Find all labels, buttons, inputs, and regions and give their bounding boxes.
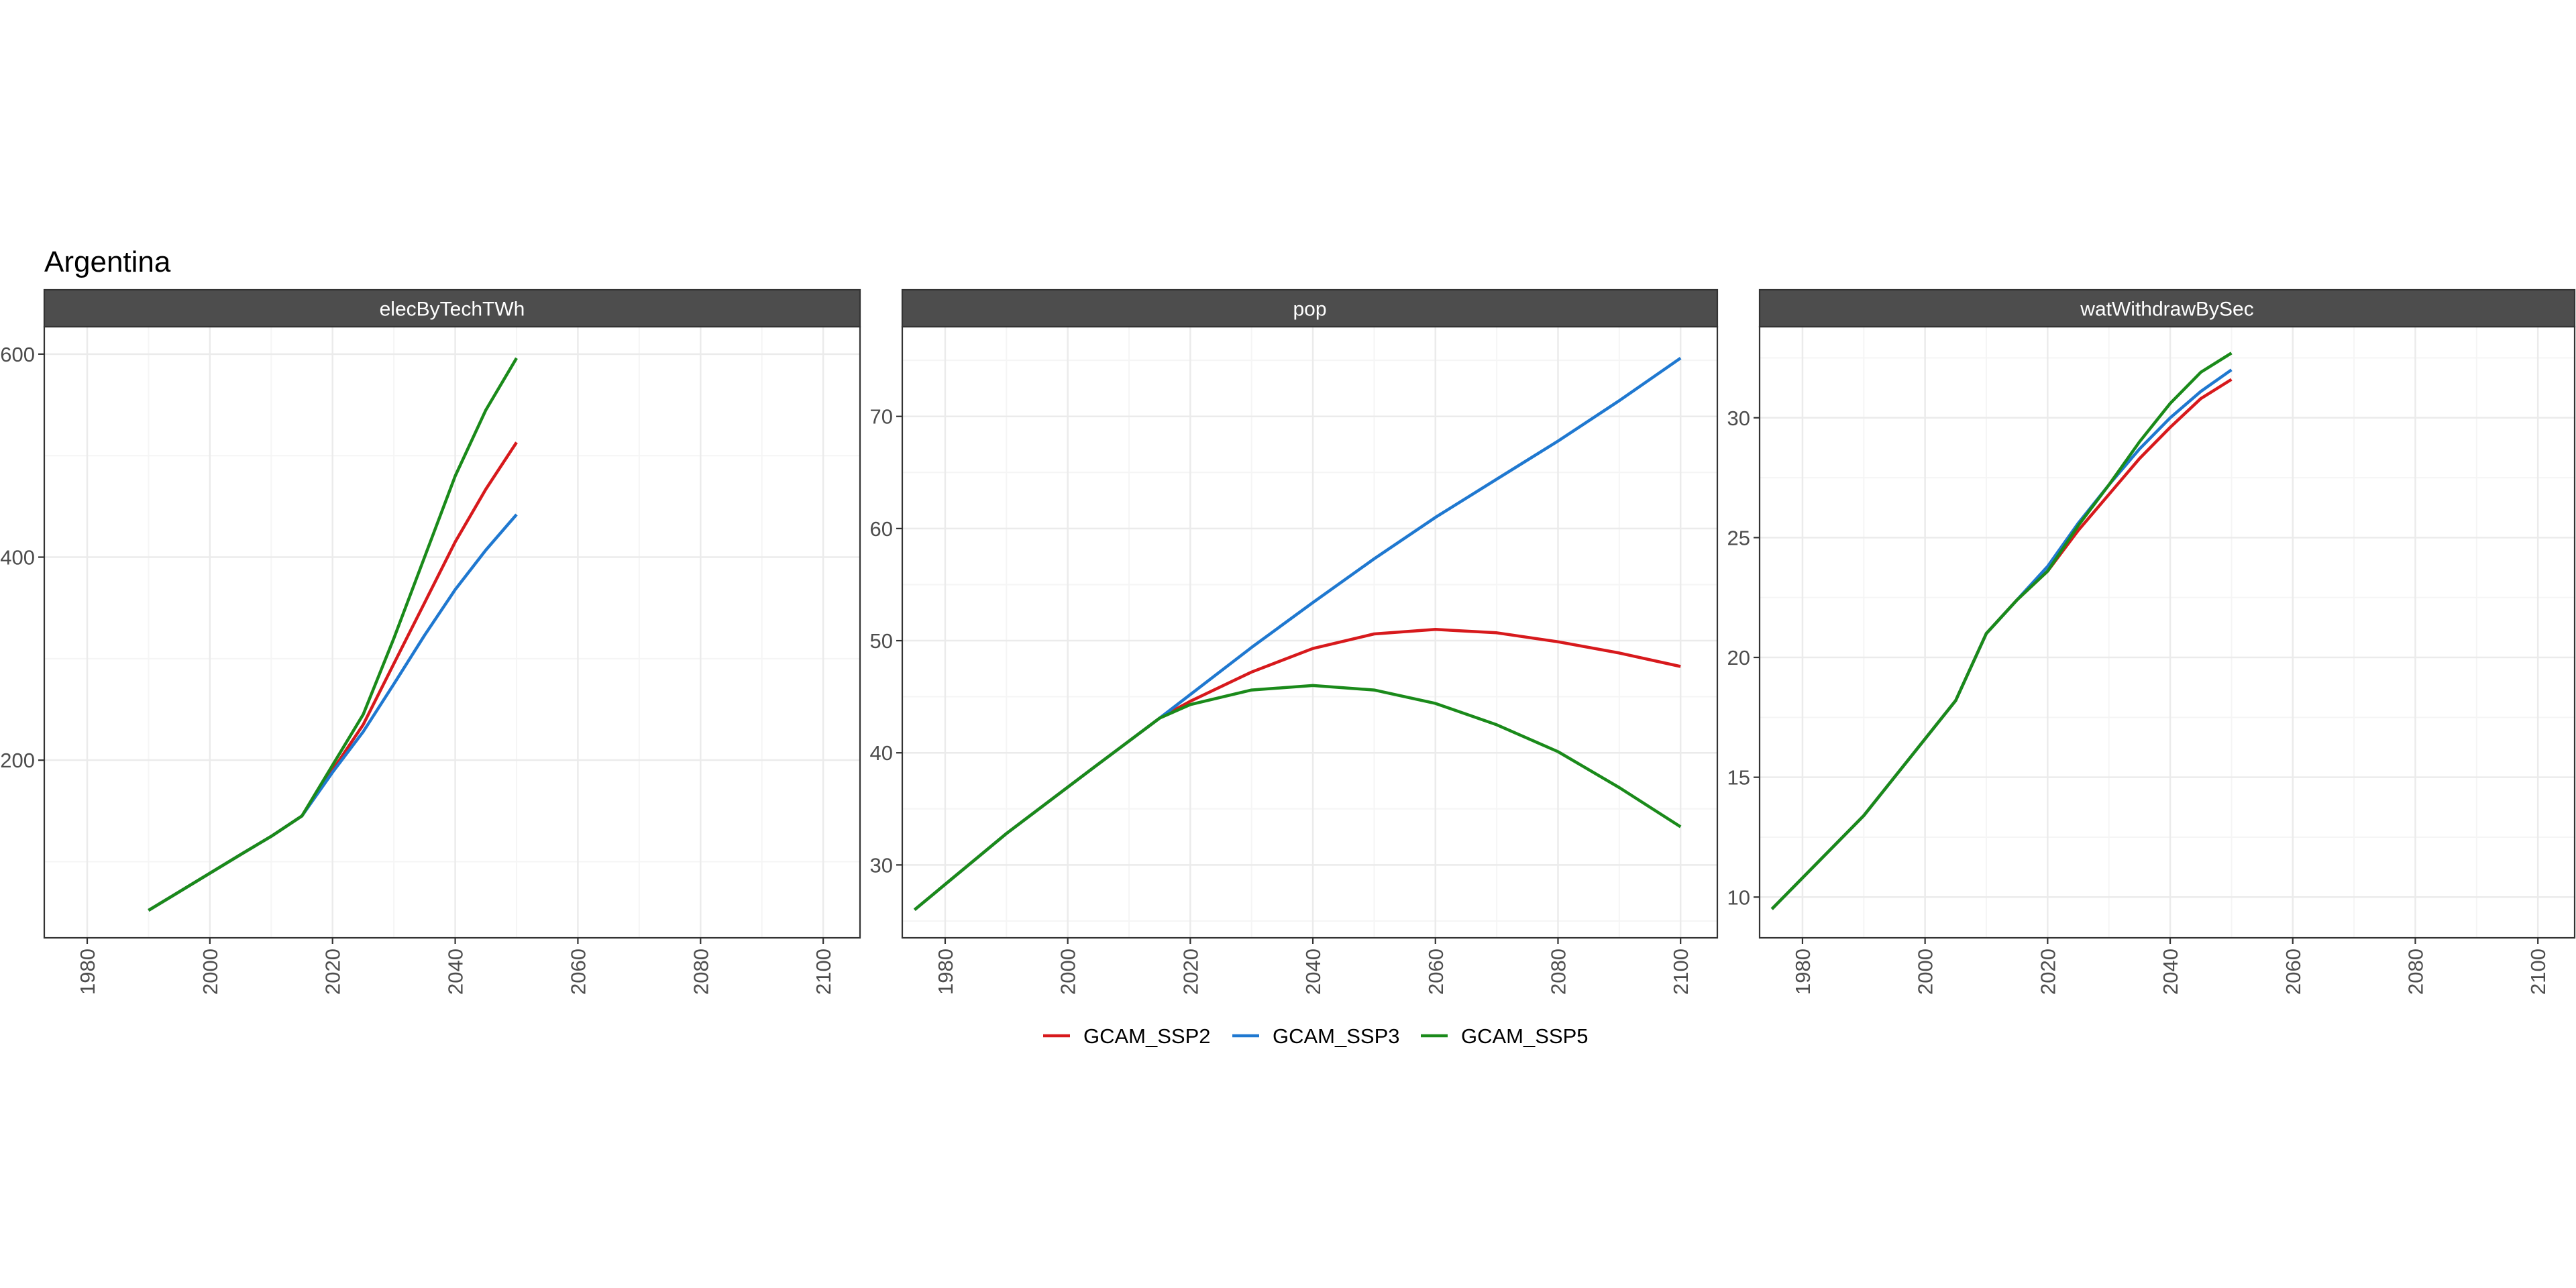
y-tick-label: 40: [870, 741, 893, 765]
panel-watWithdrawBySec: watWithdrawBySec 10 15 20 25 30 1980 2000 2020 20…: [1727, 288, 2576, 995]
series-lines: [148, 357, 518, 912]
y-tick-label: 10: [1727, 885, 1750, 909]
x-tick-label: 2000: [1914, 949, 1937, 995]
legend-label: GCAM_SSP3: [1273, 1024, 1400, 1048]
facet-strip-label: watWithdrawBySec: [2080, 299, 2253, 321]
figure-title: Argentina: [44, 246, 171, 278]
panel-elecByTechTWh: elecByTechTWh 200 400 600 1980 2000 2020 2040 20…: [0, 288, 861, 995]
x-tick-label: 1980: [76, 949, 99, 995]
y-tick-label: 25: [1727, 526, 1750, 549]
y-tick-label: 30: [870, 853, 893, 877]
facet-strip: [901, 288, 1719, 328]
x-tick-label: 2080: [689, 949, 712, 995]
legend-label: GCAM_SSP2: [1083, 1024, 1211, 1048]
x-tick-label: 1980: [1791, 949, 1815, 995]
x-tick-label: 2060: [2282, 949, 2305, 995]
y-tick-label: 60: [870, 517, 893, 541]
legend-item-GCAM_SSP5: GCAM_SSP5: [1421, 1024, 1589, 1048]
y-tick-label: 200: [0, 749, 35, 772]
panel-background: [44, 327, 860, 938]
series-line-GCAM_SSP5: [913, 684, 1682, 911]
panel-pop: pop 30 40 50 60 70 1980 2000 2020 2040 2060 2080 210…: [870, 288, 1719, 995]
legend: GCAM_SSP2 GCAM_SSP3 GCAM_SSP5: [1043, 1024, 1589, 1048]
x-tick-label: 2100: [2526, 949, 2550, 995]
gridlines: [902, 327, 1717, 938]
x-tick-label: 2020: [321, 949, 345, 995]
x-tick-label: 2020: [1179, 949, 1202, 995]
x-tick-label: 2000: [199, 949, 222, 995]
x-tick-label: 2100: [812, 949, 835, 995]
y-tick-label: 70: [870, 405, 893, 429]
legend-label: GCAM_SSP5: [1461, 1024, 1589, 1048]
x-tick-label: 2060: [566, 949, 590, 995]
series-line-GCAM_SSP5: [148, 357, 518, 912]
gridlines: [44, 327, 860, 938]
legend-item-GCAM_SSP3: GCAM_SSP3: [1232, 1024, 1400, 1048]
y-tick-label: 30: [1727, 407, 1750, 430]
facet-strip-label: pop: [1293, 299, 1326, 321]
x-tick-label: 2040: [444, 949, 468, 995]
series-line-GCAM_SSP5: [1770, 352, 2233, 910]
facet-strip-label: elecByTechTWh: [380, 299, 525, 321]
panel-background: [902, 327, 1717, 938]
y-tick-label: 600: [0, 343, 35, 366]
facet-strip: [43, 288, 861, 328]
series-lines: [1770, 352, 2233, 910]
y-tick-label: 50: [870, 629, 893, 653]
y-tick-label: 15: [1727, 766, 1750, 790]
x-tick-label: 1980: [934, 949, 957, 995]
x-tick-label: 2080: [2404, 949, 2427, 995]
series-lines: [913, 356, 1682, 911]
x-tick-label: 2060: [1424, 949, 1448, 995]
x-tick-label: 2020: [2036, 949, 2059, 995]
x-tick-label: 2100: [1669, 949, 1693, 995]
x-tick-label: 2040: [2159, 949, 2182, 995]
facet-strip: [1758, 288, 2576, 328]
y-tick-label: 400: [0, 546, 35, 570]
x-tick-label: 2000: [1057, 949, 1080, 995]
legend-item-GCAM_SSP2: GCAM_SSP2: [1043, 1024, 1211, 1048]
y-tick-label: 20: [1727, 646, 1750, 669]
x-tick-label: 2080: [1546, 949, 1570, 995]
x-tick-label: 2040: [1301, 949, 1325, 995]
gridlines: [1760, 327, 2575, 938]
